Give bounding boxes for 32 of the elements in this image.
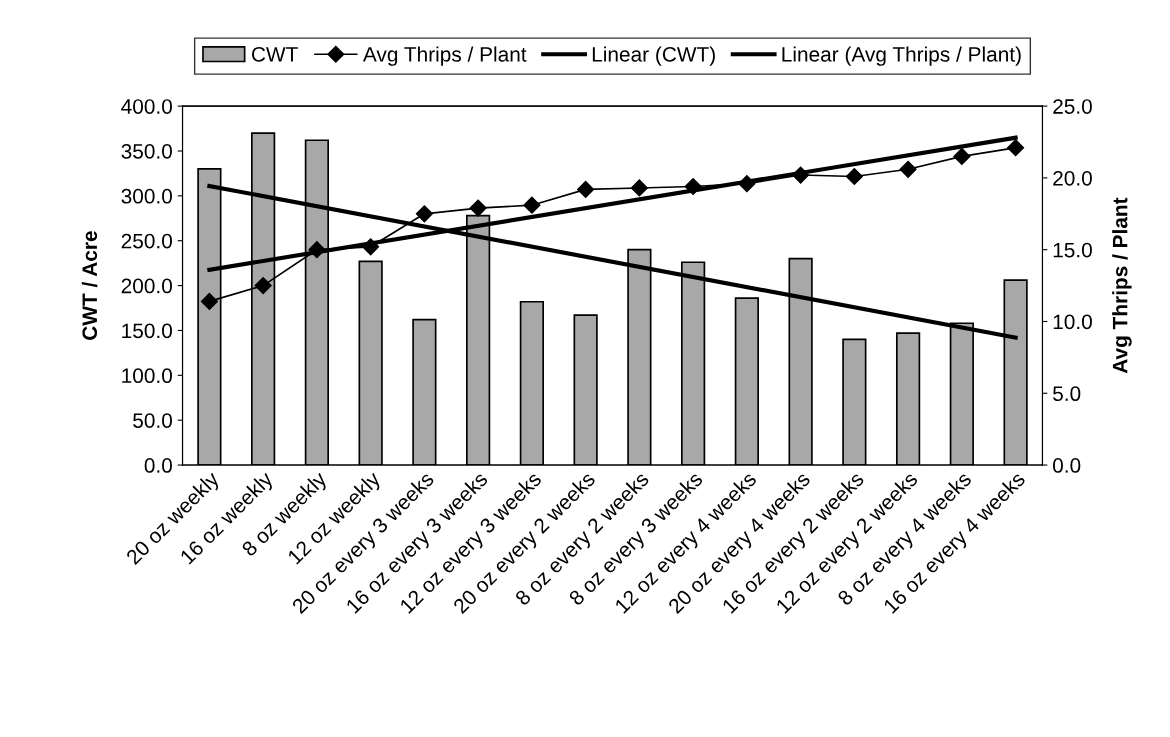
y-tick-label: 150.0 [122, 323, 172, 339]
y-tick-label: 350.0 [121, 143, 172, 159]
point [630, 179, 648, 197]
y2-tick-label: 15.0 [1053, 242, 1092, 258]
y2-tick-label: 20.0 [1053, 170, 1092, 186]
y-tick-label: 200.0 [121, 278, 172, 294]
y2-tick-label: 0.0 [1053, 458, 1081, 473]
y2-tick-label: 25.0 [1053, 99, 1092, 114]
y2-tick-label: 5.0 [1053, 386, 1081, 402]
point [899, 160, 917, 178]
point [200, 292, 218, 310]
legend-label: Avg Thrips / Plant [362, 46, 527, 66]
point [845, 167, 863, 186]
point [953, 147, 971, 165]
point [577, 180, 595, 198]
point [254, 277, 272, 295]
legend-label: CWT [251, 46, 298, 62]
y2-tick-label: 10.0 [1053, 314, 1092, 330]
y-tick-label: 300.0 [121, 188, 172, 204]
legend-label: Linear (CWT) [592, 46, 715, 66]
legend-label: Linear (Avg Thrips / Plant) [782, 46, 1021, 66]
point [415, 205, 433, 223]
point [523, 196, 541, 214]
point [1007, 139, 1025, 157]
y2-axis-title: Avg Thrips / Plant [1112, 197, 1132, 374]
y-tick-label: 50.0 [133, 413, 172, 428]
y-axis-title: CWT / Acre [81, 231, 98, 340]
y-tick-label: 400.0 [121, 99, 172, 114]
y-tick-label: 250.0 [121, 233, 172, 249]
point [469, 199, 487, 217]
y-tick-label: 0.0 [144, 458, 172, 473]
y-tick-label: 100.0 [122, 368, 172, 384]
